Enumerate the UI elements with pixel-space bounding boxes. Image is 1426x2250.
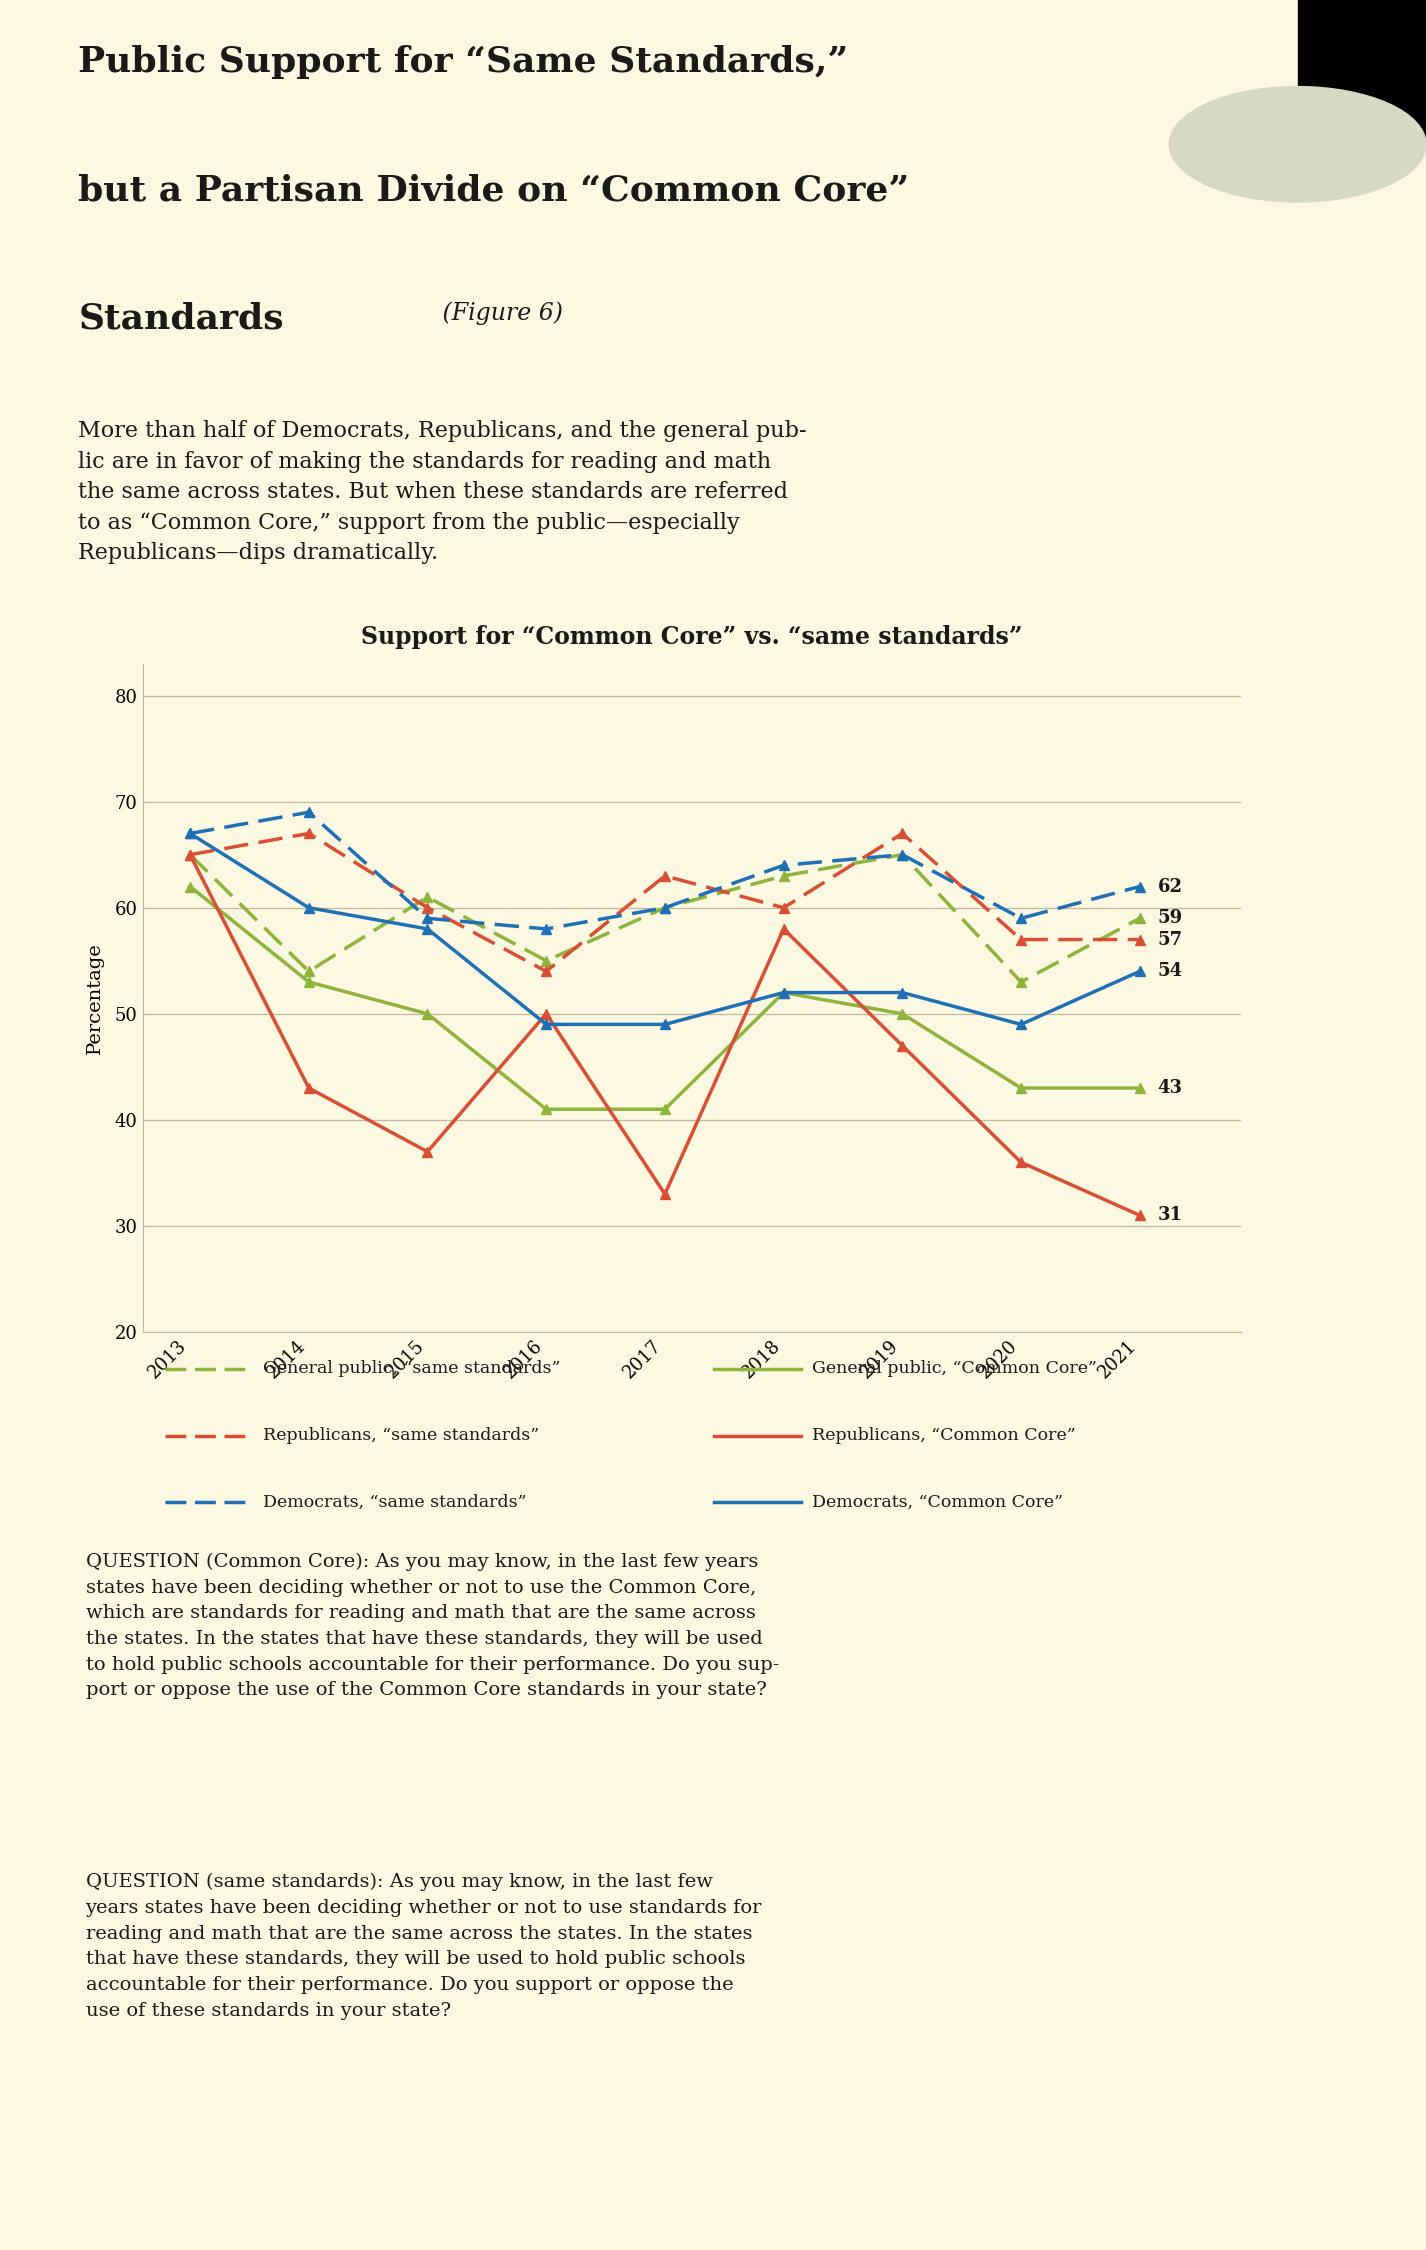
Text: General public, “same standards”: General public, “same standards” — [264, 1361, 560, 1377]
Text: Standards: Standards — [78, 302, 284, 335]
Bar — [1298, 0, 1426, 144]
Text: More than half of Democrats, Republicans, and the general pub-
lic are in favor : More than half of Democrats, Republicans… — [78, 421, 807, 565]
Circle shape — [1169, 86, 1426, 202]
Text: Republicans, “Common Core”: Republicans, “Common Core” — [813, 1426, 1077, 1444]
Text: 62: 62 — [1158, 878, 1182, 896]
Text: 57: 57 — [1158, 932, 1182, 950]
Text: QUESTION (same standards): As you may know, in the last few
years states have be: QUESTION (same standards): As you may kn… — [86, 1872, 761, 2021]
Text: Democrats, “same standards”: Democrats, “same standards” — [264, 1494, 526, 1510]
Text: Public Support for “Same Standards,”: Public Support for “Same Standards,” — [78, 45, 848, 79]
Text: Republicans, “same standards”: Republicans, “same standards” — [264, 1426, 539, 1444]
Text: Democrats, “Common Core”: Democrats, “Common Core” — [813, 1494, 1064, 1510]
Text: 31: 31 — [1158, 1206, 1182, 1224]
Text: General public, “Common Core”: General public, “Common Core” — [813, 1361, 1097, 1377]
Text: QUESTION (Common Core): As you may know, in the last few years
states have been : QUESTION (Common Core): As you may know,… — [86, 1552, 779, 1699]
Text: 43: 43 — [1158, 1080, 1182, 1098]
Text: but a Partisan Divide on “Common Core”: but a Partisan Divide on “Common Core” — [78, 173, 910, 207]
Text: 59: 59 — [1158, 909, 1182, 927]
Text: 54: 54 — [1158, 963, 1182, 981]
Text: (Figure 6): (Figure 6) — [435, 302, 563, 324]
Title: Support for “Common Core” vs. “same standards”: Support for “Common Core” vs. “same stan… — [361, 626, 1022, 650]
Y-axis label: Percentage: Percentage — [86, 943, 104, 1053]
